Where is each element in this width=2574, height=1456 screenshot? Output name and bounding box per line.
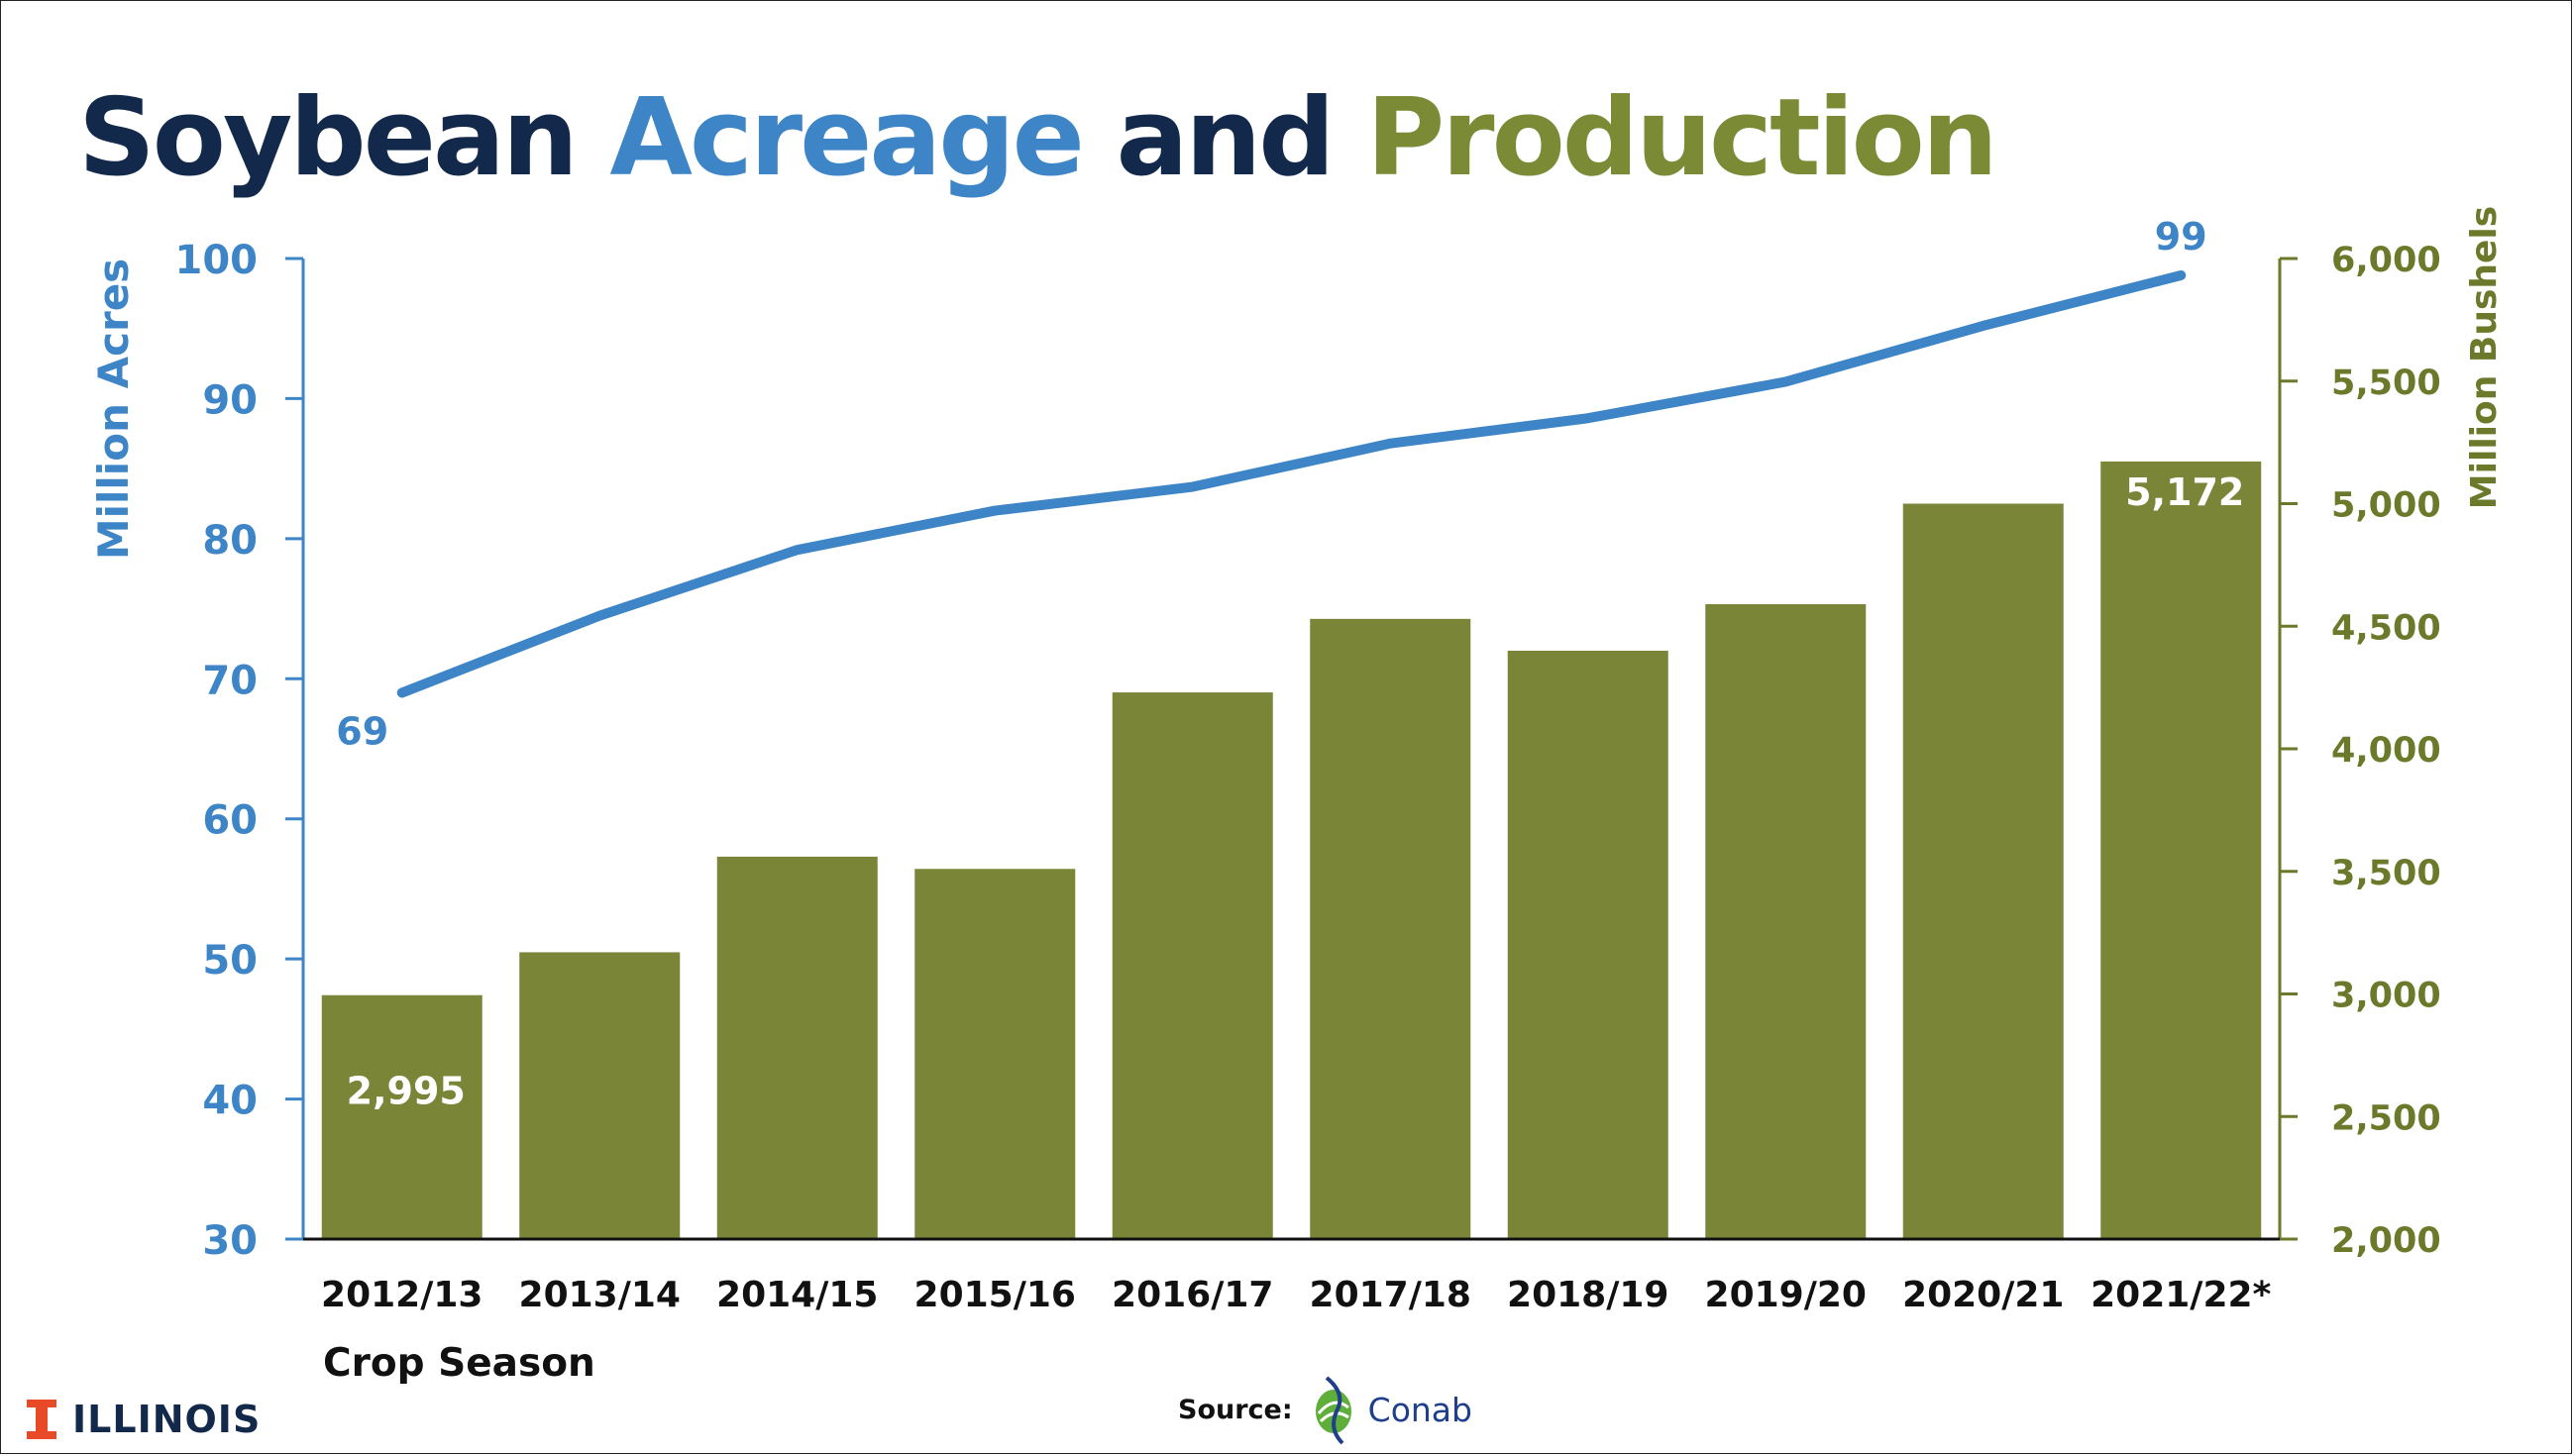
x-axis-tick-label-6: 2018/19	[1507, 1275, 1668, 1315]
bar-9	[2100, 461, 2262, 1239]
right-axis-tick-label-0: 2,000	[2331, 1221, 2441, 1261]
right-axis-tick-label-4: 4,000	[2331, 731, 2441, 771]
right-axis-tick-label-2: 3,000	[2331, 977, 2441, 1016]
right-axis-tick-label-8: 6,000	[2331, 241, 2441, 280]
left-axis-tick-label-2: 50	[202, 938, 258, 984]
left-axis-tick-label-4: 70	[202, 658, 258, 703]
title-part-2: Acreage	[609, 76, 1085, 200]
acreage-line	[396, 269, 2187, 698]
bar-data-label-0: 2,995	[347, 1070, 466, 1113]
source-name: Conab	[1367, 1390, 1472, 1429]
right-axis-tick-label-6: 5,000	[2331, 486, 2441, 526]
left-axis-tick-label-3: 60	[202, 798, 258, 844]
bar-data-label-9: 5,172	[2125, 470, 2244, 514]
x-axis-tick-label-7: 2019/20	[1705, 1275, 1867, 1315]
x-axis-title: Crop Season	[323, 1341, 595, 1386]
left-axis-title: Million Acres	[89, 259, 138, 560]
illinois-block-i-icon	[27, 1400, 56, 1439]
x-axis-tick-label-4: 2016/17	[1112, 1275, 1273, 1315]
bar-4	[1112, 692, 1273, 1239]
source-label: Source:	[1178, 1394, 1293, 1425]
title-part-1: Soybean	[78, 76, 610, 200]
x-axis-tick-label-1: 2013/14	[519, 1275, 681, 1315]
x-axis-tick-label-0: 2012/13	[321, 1275, 483, 1315]
title-part-3: and	[1081, 76, 1367, 200]
right-axis-tick-label-3: 3,500	[2331, 854, 2441, 893]
bar-2	[716, 856, 878, 1239]
line-data-label-0: 69	[336, 709, 388, 753]
x-axis-tick-label-2: 2014/15	[716, 1275, 878, 1315]
x-axis-tick-label-8: 2020/21	[1902, 1275, 2064, 1315]
bar-8	[1902, 503, 2064, 1239]
x-axis-tick-label-3: 2015/16	[914, 1275, 1076, 1315]
right-axis-title: Million Bushels	[2464, 206, 2505, 509]
right-axis-tick-label-1: 2,500	[2331, 1098, 2441, 1138]
right-axis-tick-label-7: 5,500	[2331, 364, 2441, 403]
title-part-4: Production	[1366, 76, 1998, 200]
conab-logo-icon	[1315, 1376, 1351, 1445]
x-axis-tick-label-5: 2017/18	[1310, 1275, 1471, 1315]
left-axis-tick-label-1: 40	[202, 1079, 258, 1124]
bar-7	[1705, 603, 1867, 1239]
bar-5	[1310, 618, 1471, 1239]
illinois-logo-text: ILLINOIS	[72, 1398, 262, 1441]
illinois-logo: ILLINOIS	[27, 1398, 261, 1441]
x-axis-tick-label-9: 2021/22*	[2091, 1275, 2271, 1315]
right-axis-tick-label-5: 4,500	[2331, 608, 2441, 648]
bar-6	[1507, 651, 1668, 1239]
left-axis-tick-label-6: 90	[202, 377, 258, 423]
bar-0	[321, 994, 483, 1239]
bar-3	[914, 869, 1076, 1239]
chart-title: Soybean Acreage and Production	[78, 79, 1998, 198]
left-axis-tick-label-0: 30	[202, 1218, 258, 1264]
left-axis-tick-label-5: 80	[202, 518, 258, 564]
line-data-label-9: 99	[2155, 215, 2207, 259]
source-credit: Source: Conab	[1178, 1374, 1472, 1445]
bar-1	[519, 952, 681, 1239]
left-axis-tick-label-7: 100	[175, 238, 259, 283]
